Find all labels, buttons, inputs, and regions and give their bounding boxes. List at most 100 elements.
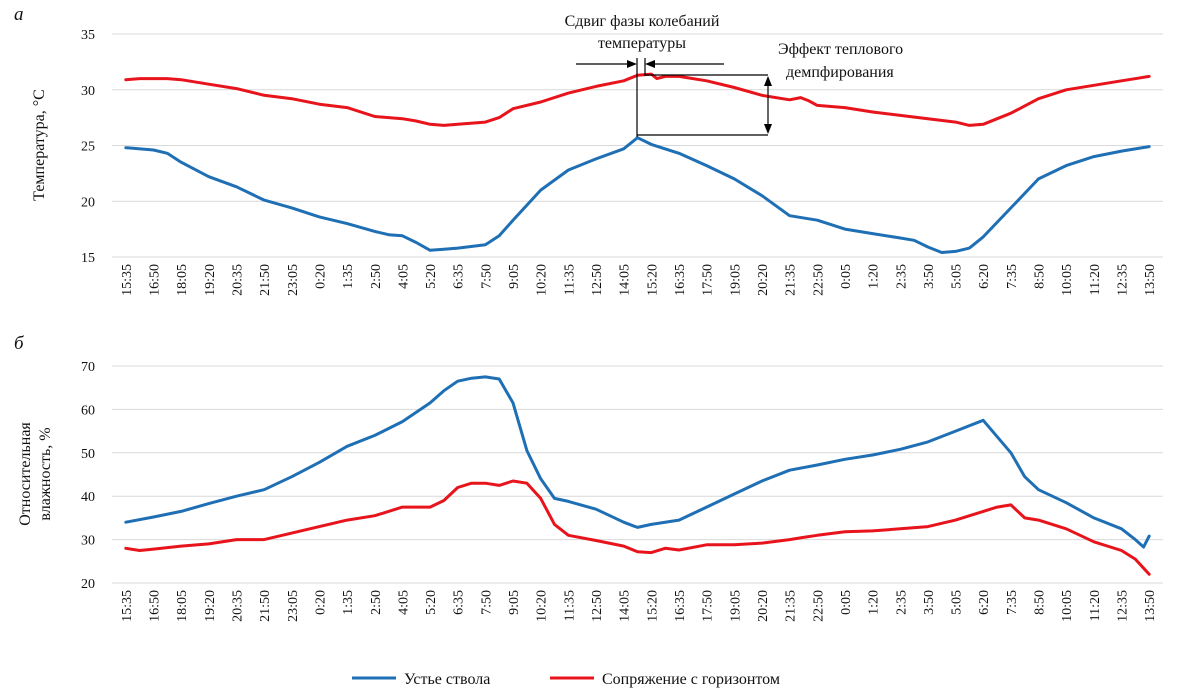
x-tick-label: 0:20	[313, 590, 328, 615]
x-tick-label: 3:50	[922, 264, 937, 289]
panel-a-gridlines	[112, 33, 1163, 258]
x-tick-label: 16:35	[673, 264, 688, 296]
damping-label-line2: демпфирования	[786, 64, 894, 81]
x-tick-label: 2:50	[369, 264, 384, 289]
x-tick-label: 14:05	[618, 264, 633, 296]
x-tick-label: 7:35	[1005, 264, 1020, 289]
x-tick-label: 10:20	[535, 264, 550, 296]
x-tick-label: 2:35	[894, 264, 909, 289]
x-tick-label: 11:20	[1088, 590, 1103, 621]
x-tick-label: 1:20	[867, 590, 882, 615]
x-tick-label: 15:20	[645, 264, 660, 296]
y-tick-label: 20	[81, 195, 95, 210]
y-tick-label: 50	[81, 447, 95, 462]
damping-annotation: Эффект теплового демпфирования	[637, 41, 903, 136]
x-tick-label: 6:20	[977, 590, 992, 615]
x-tick-label: 16:35	[673, 590, 688, 622]
x-tick-label: 6:20	[977, 264, 992, 289]
x-tick-label: 10:20	[535, 590, 550, 622]
x-tick-label: 21:35	[784, 590, 799, 622]
x-tick-label: 5:05	[950, 264, 965, 289]
y-tick-label: 15	[81, 251, 95, 266]
x-tick-label: 18:05	[175, 590, 190, 622]
phase-shift-label-line1: Сдвиг фазы колебаний	[565, 13, 720, 30]
x-tick-label: 15:35	[120, 590, 135, 622]
x-tick-label: 16:50	[147, 264, 162, 296]
y-tick-label: 30	[81, 84, 95, 99]
damping-arrowhead-down	[764, 124, 772, 134]
x-tick-label: 20:20	[756, 590, 771, 622]
x-tick-label: 8:50	[1033, 264, 1048, 289]
x-tick-label: 22:50	[811, 590, 826, 622]
x-tick-label: 20:35	[230, 264, 245, 296]
series-line-ustye-stvola	[124, 375, 1151, 549]
x-tick-label: 6:35	[452, 264, 467, 289]
panel-a-y-axis-label: Температура, °C	[31, 89, 48, 201]
x-tick-label: 5:20	[424, 264, 439, 289]
x-tick-label: 21:50	[258, 264, 273, 296]
x-tick-label: 4:05	[396, 590, 411, 615]
x-tick-label: 15:35	[120, 264, 135, 296]
panel-a-label: а	[14, 4, 24, 25]
damping-label-line1: Эффект теплового	[778, 41, 903, 58]
panel-b-y-axis-label-line1: Относительная	[17, 422, 34, 526]
phase-shift-arrowhead-left	[627, 60, 637, 68]
y-tick-label: 25	[81, 140, 95, 155]
y-tick-label: 60	[81, 403, 95, 418]
panel-b-gridlines	[112, 365, 1163, 584]
x-tick-label: 20:35	[230, 590, 245, 622]
x-tick-label: 14:05	[618, 590, 633, 622]
panel-a-x-ticks: 15:35 16:50 18:05 19:20 20:35 21:50 23:05 0:20 1…	[120, 264, 1158, 296]
x-tick-label: 0:05	[839, 590, 854, 615]
x-tick-label: 21:35	[784, 264, 799, 296]
x-tick-label: 1:20	[867, 264, 882, 289]
phase-shift-annotation: Сдвиг фазы колебаний температуры	[565, 13, 724, 137]
x-tick-label: 8:50	[1033, 590, 1048, 615]
x-tick-label: 2:50	[369, 590, 384, 615]
x-tick-label: 7:35	[1005, 590, 1020, 615]
panel-b-series	[124, 375, 1151, 576]
x-tick-label: 1:35	[341, 590, 356, 615]
x-tick-label: 19:20	[203, 590, 218, 622]
legend-label-blue: Устье ствола	[404, 671, 490, 688]
y-tick-label: 70	[81, 360, 95, 375]
x-tick-label: 1:35	[341, 264, 356, 289]
panel-b-y-ticks: 20 30 40 50 60 70	[81, 360, 95, 592]
x-tick-label: 21:50	[258, 590, 273, 622]
x-tick-label: 9:05	[507, 264, 522, 289]
x-tick-label: 18:05	[175, 264, 190, 296]
x-tick-label: 17:50	[701, 264, 716, 296]
y-tick-label: 40	[81, 490, 95, 505]
panel-b-label: б	[14, 333, 25, 354]
x-tick-label: 2:35	[894, 590, 909, 615]
x-tick-label: 11:35	[562, 590, 577, 621]
x-tick-label: 7:50	[479, 590, 494, 615]
x-tick-label: 10:05	[1060, 264, 1075, 296]
y-tick-label: 35	[81, 28, 95, 43]
x-tick-label: 3:50	[922, 590, 937, 615]
x-tick-label: 9:05	[507, 590, 522, 615]
x-tick-label: 6:35	[452, 590, 467, 615]
x-tick-label: 19:05	[728, 264, 743, 296]
x-tick-label: 12:50	[590, 264, 605, 296]
series-line-sopryazhenie-s-gorizontom	[124, 479, 1151, 576]
x-tick-label: 13:50	[1143, 264, 1158, 296]
x-tick-label: 4:05	[396, 264, 411, 289]
x-tick-label: 11:35	[562, 264, 577, 295]
x-tick-label: 20:20	[756, 264, 771, 296]
x-tick-label: 15:20	[645, 590, 660, 622]
x-tick-label: 17:50	[701, 590, 716, 622]
series-line-ustye-stvola	[124, 136, 1151, 254]
x-tick-label: 0:20	[313, 264, 328, 289]
panel-b-x-ticks: 15:35 16:50 18:05 19:20 20:35 21:50 23:05 0:20 1…	[120, 590, 1158, 622]
phase-shift-arrowhead-right	[645, 60, 655, 68]
x-tick-label: 0:05	[839, 264, 854, 289]
x-tick-label: 5:05	[950, 590, 965, 615]
x-tick-label: 5:20	[424, 590, 439, 615]
x-tick-label: 23:05	[286, 264, 301, 296]
legend: Устье ствола Сопряжение с горизонтом	[352, 671, 780, 688]
panel-a-temperature: а 15 20 25 30 35 15:35 16:50 18:05 19:20 20:35 21…	[14, 4, 1163, 296]
x-tick-label: 23:05	[286, 590, 301, 622]
x-tick-label: 16:50	[147, 590, 162, 622]
x-tick-label: 10:05	[1060, 590, 1075, 622]
